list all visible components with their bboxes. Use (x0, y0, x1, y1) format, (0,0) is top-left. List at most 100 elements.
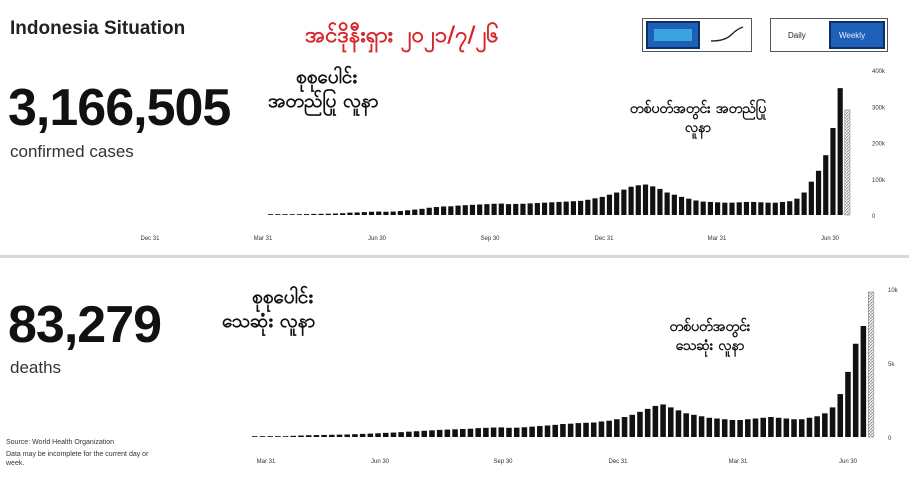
bar (467, 428, 474, 437)
bar (483, 427, 489, 437)
area-icon (654, 29, 692, 41)
bar (707, 201, 713, 215)
daily-button[interactable]: Daily (774, 21, 828, 49)
bar (441, 206, 447, 215)
y-tick-label: 0 (872, 214, 876, 220)
bar (715, 202, 721, 215)
bar (585, 199, 591, 215)
bar (367, 433, 374, 437)
bar (313, 435, 320, 437)
x-tick-label: Mar 31 (257, 459, 276, 465)
bar (336, 434, 343, 437)
page-title: Indonesia Situation (10, 18, 186, 39)
x-tick-label: Sep 30 (480, 236, 500, 242)
bar (452, 429, 458, 437)
bar (845, 371, 851, 437)
bar (614, 192, 620, 216)
bar (675, 410, 682, 437)
bar (698, 416, 705, 437)
bar (830, 128, 836, 215)
bar (477, 204, 483, 215)
cases-total-annotation: စုစုပေါင်း အတည်ပြု လူနာ (268, 66, 378, 114)
bar (814, 416, 820, 437)
bar (383, 211, 389, 215)
bar (382, 432, 389, 437)
y-tick-label: 400k (872, 69, 886, 75)
bar (606, 194, 613, 215)
cases-total-annotation-line2: အတည်ပြု လူနာ (268, 89, 379, 112)
bar (282, 436, 289, 437)
bar (469, 204, 476, 215)
weekly-button[interactable]: Weekly (829, 21, 885, 49)
bar (340, 213, 346, 215)
bar (822, 413, 828, 437)
x-tick-label: Jun 30 (368, 236, 387, 242)
bar (798, 419, 805, 437)
deaths-total-annotation: စုစုပေါင်း သေဆုံး လူနာ (222, 286, 315, 334)
x-tick-label: Mar 31 (729, 459, 748, 465)
bar (714, 418, 720, 437)
bar (298, 435, 304, 437)
bar (537, 426, 543, 437)
bar (406, 431, 412, 437)
bar (801, 192, 807, 216)
bar (556, 201, 562, 215)
area-mode-button[interactable] (646, 21, 700, 49)
bar (794, 198, 800, 215)
daily-label: Daily (788, 31, 806, 40)
x-tick-label: Sep 30 (493, 459, 513, 465)
bar (398, 432, 404, 437)
source-note: Source: World Health Organization Data m… (6, 438, 156, 468)
bar (529, 426, 535, 437)
x-tick-label: Dec 31 (608, 459, 628, 465)
bar (429, 430, 435, 437)
bar (683, 413, 689, 437)
cases-total-annotation-line1: စုစုပေါင်း (296, 66, 358, 88)
bar (650, 186, 656, 215)
bar (390, 432, 397, 437)
bar (329, 434, 335, 437)
y-tick-label: 0 (888, 436, 892, 442)
line-mode-button[interactable] (703, 21, 749, 49)
bar (621, 189, 627, 216)
bar (318, 213, 324, 215)
bar (332, 213, 339, 215)
bar (413, 431, 420, 437)
cases-weekly-annotation-line2: လူနာ (684, 119, 712, 136)
bar (787, 201, 793, 215)
bar (527, 203, 533, 215)
bar (575, 423, 582, 437)
bar (505, 204, 512, 216)
deaths-total-annotation-line2: သေဆုံး လူနာ (222, 309, 316, 332)
bar (722, 202, 728, 216)
bar (296, 214, 303, 215)
deaths-label: deaths (10, 358, 62, 377)
line-icon (710, 26, 744, 42)
chart-mode-toggle[interactable] (642, 18, 752, 52)
bar (765, 202, 771, 216)
bar (498, 203, 504, 215)
bar (311, 213, 317, 215)
bar (304, 214, 310, 215)
bar (375, 433, 381, 437)
bar (775, 417, 782, 437)
bar (628, 186, 634, 215)
partial-bar (868, 291, 875, 438)
bar (815, 170, 822, 216)
bar (498, 427, 505, 437)
bar (541, 202, 548, 216)
bar (397, 211, 403, 215)
bar (606, 420, 612, 437)
bar (599, 196, 605, 216)
bar (644, 408, 651, 437)
bar (347, 212, 353, 215)
deaths-chart: 10k 5k 0 Mar 31 Jun 30 Sep 30 Dec 31 Mar 31 Jun … (252, 288, 899, 465)
bar (563, 201, 569, 215)
bar (637, 411, 643, 437)
period-toggle[interactable]: Daily Weekly (770, 18, 888, 52)
bar (321, 434, 327, 437)
bar (700, 201, 706, 215)
bar (751, 201, 757, 215)
bar (737, 419, 743, 437)
x-tick-label: Mar 31 (254, 236, 273, 242)
